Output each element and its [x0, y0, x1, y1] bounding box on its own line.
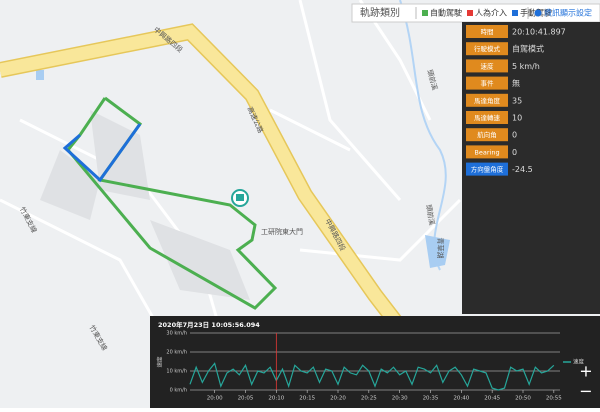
legend: 軌跡類別自動駕駛人為介入手動駕駛資訊顯示設定: [360, 6, 592, 19]
info-label: Bearing: [474, 148, 499, 156]
info-value: 0: [512, 131, 517, 140]
info-label: 馬達角度: [474, 96, 501, 105]
info-label-bg: [466, 59, 508, 73]
speed-chart: 2020年7月23日 10:05:56.094 速度 0 km/h 10 km/h 20…: [156, 320, 585, 402]
pond: [36, 70, 44, 80]
legend-swatch: [512, 10, 518, 16]
info-label-bg: [466, 76, 508, 90]
info-value: 35: [512, 96, 522, 105]
info-label: 行駛模式: [474, 44, 501, 53]
x-tick-label: 20:20: [330, 396, 346, 402]
info-label-bg: [466, 145, 508, 159]
legend-title: 軌跡類別: [360, 6, 400, 19]
y-tick-label: 10 km/h: [166, 369, 187, 375]
x-tick-label: 20:45: [484, 396, 500, 402]
info-label-bg: [466, 162, 508, 176]
legend-label: 速度: [573, 358, 585, 366]
info-value: 自駕模式: [512, 44, 544, 54]
info-label: 航向角: [477, 130, 497, 139]
info-label-bg: [466, 25, 508, 38]
info-label: 方向盤角度: [471, 165, 504, 174]
minor-road: [0, 0, 462, 331]
map-label: 青草湖: [436, 238, 445, 259]
info-value: 無: [512, 78, 520, 88]
y-axis-label: 速度: [156, 356, 164, 368]
y-tick-label: 30 km/h: [166, 331, 187, 337]
zoom-out[interactable]: −: [579, 382, 592, 401]
map-label: 頭前溪: [424, 204, 437, 226]
settings-link[interactable]: 資訊顯示設定: [544, 8, 592, 18]
x-tick-label: 20:40: [453, 396, 469, 402]
info-label-bg: [466, 111, 508, 124]
info-label-bg: [466, 128, 508, 142]
info-value: 5 km/h: [512, 62, 540, 71]
info-value: 10: [512, 114, 522, 123]
info-label: 馬達轉速: [474, 113, 501, 122]
x-tick-label: 20:55: [546, 396, 562, 402]
info-value: -24.5: [512, 165, 533, 174]
info-value: 0: [512, 148, 517, 157]
track-manual: [62, 123, 142, 183]
info-value: 20:10:41.897: [512, 28, 566, 37]
info-label-bg: [466, 42, 508, 56]
x-tick-label: 20:50: [515, 396, 531, 402]
x-tick-label: 20:30: [392, 396, 408, 402]
x-tick-label: 20:00: [207, 396, 223, 402]
info-label: 速度: [481, 61, 495, 70]
chart-panel: [150, 316, 600, 408]
legend-item[interactable]: 人為介入: [475, 8, 507, 18]
lake: [425, 235, 450, 268]
x-tick-label: 20:05: [238, 396, 254, 402]
zoom-in[interactable]: +: [579, 362, 592, 381]
x-tick-label: 20:15: [299, 396, 315, 402]
settings-icon: [534, 9, 542, 17]
info-label-bg: [466, 93, 508, 107]
info-label: 事件: [481, 79, 495, 88]
y-tick-label: 0 km/h: [170, 388, 187, 394]
y-tick-label: 20 km/h: [166, 350, 187, 356]
legend-swatch: [467, 10, 473, 16]
river: [399, 0, 447, 271]
legend-item[interactable]: 自動駕駛: [430, 8, 462, 18]
vehicle-icon-body: [236, 194, 244, 201]
x-tick-label: 20:25: [361, 396, 377, 402]
chart-title: 2020年7月23日 10:05:56.094: [158, 320, 260, 329]
info-label: 時間: [481, 28, 494, 36]
x-tick-label: 20:35: [423, 396, 439, 402]
legend-swatch: [422, 10, 428, 16]
map-label: 工研院東大門: [261, 227, 303, 236]
building: [40, 110, 250, 300]
x-tick-label: 20:10: [268, 396, 284, 402]
speed-line: [189, 362, 555, 391]
